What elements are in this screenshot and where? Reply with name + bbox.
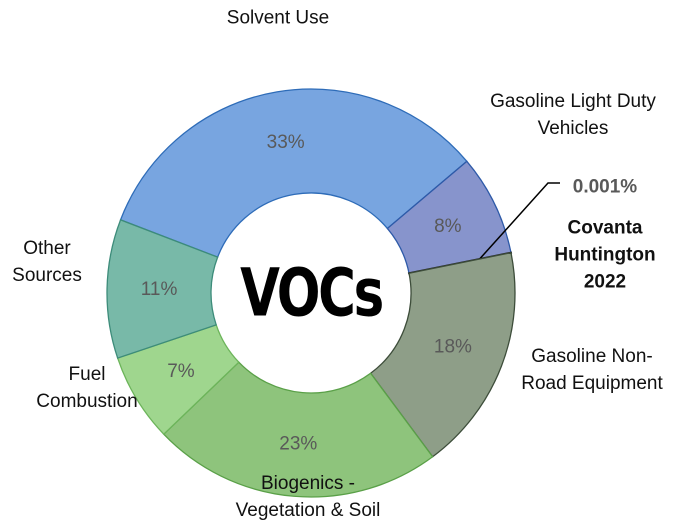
category-label: Gasoline Light Duty Vehicles: [490, 91, 656, 139]
chart-title: VOCs: [240, 254, 384, 332]
category-label: Solvent Use: [226, 7, 330, 29]
category-label: Fuel Combustion: [36, 364, 138, 412]
value-label: 0.001%: [572, 176, 638, 198]
slice: [106, 219, 219, 359]
value-label: 33%: [267, 132, 305, 153]
slice: [369, 251, 516, 458]
value-label: 18%: [434, 336, 472, 357]
category-label: Gasoline Non-Road Equipment: [521, 346, 663, 394]
value-label: 7%: [167, 361, 195, 382]
slice: [162, 361, 434, 498]
value-label: 8%: [434, 216, 462, 237]
category-label: Other Sources: [12, 238, 82, 286]
slice: [119, 88, 468, 259]
category-label: Covanta Huntington 2022: [554, 217, 656, 293]
value-label: 23%: [279, 433, 317, 454]
category-label: Biogenics - Vegetation & Soil: [235, 473, 381, 521]
value-label: 11%: [141, 279, 178, 300]
leader-line: [479, 182, 560, 260]
